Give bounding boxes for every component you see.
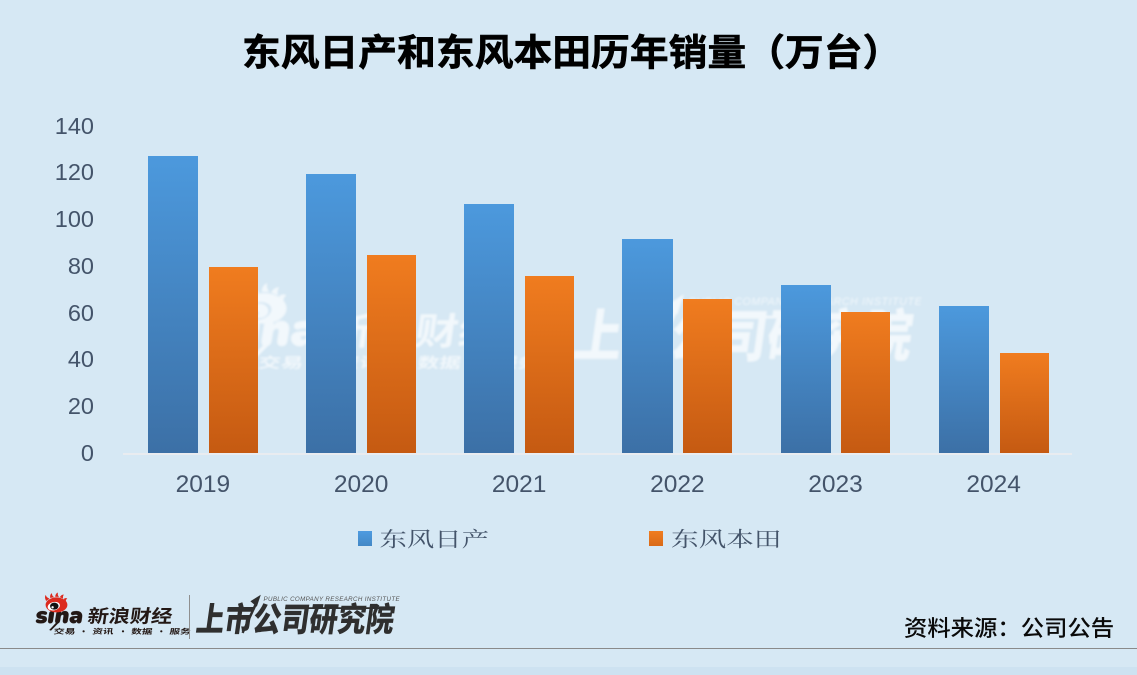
svg-text:PUBLIC COMPANY RESEARCH INSTIT: PUBLIC COMPANY RESEARCH INSTITUTE: [264, 596, 401, 603]
